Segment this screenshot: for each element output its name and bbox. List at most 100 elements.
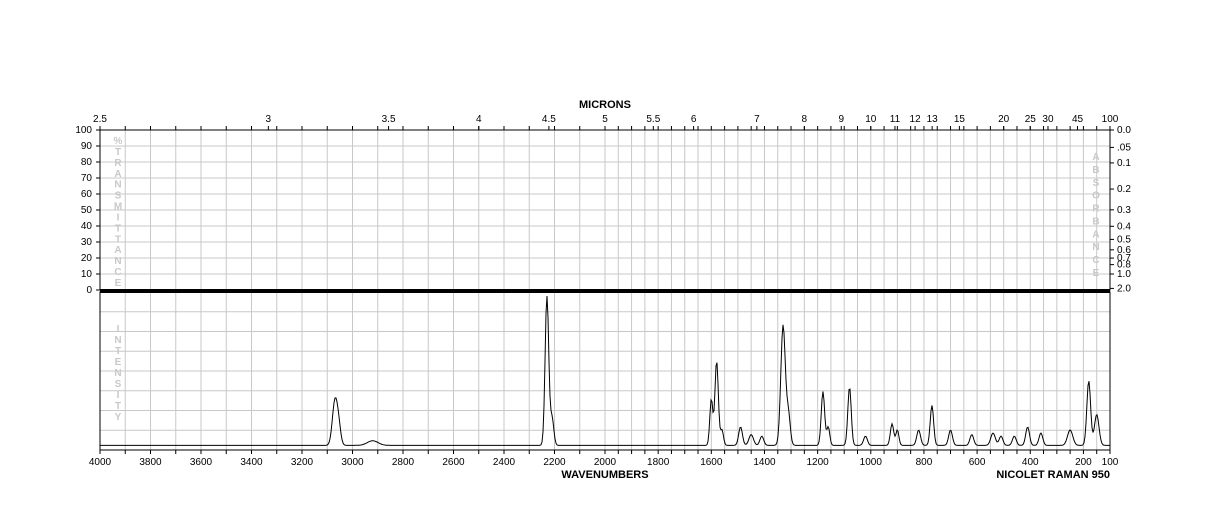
ytick-right: 0.5 xyxy=(1117,234,1131,245)
axis-label-letter: B xyxy=(1092,216,1099,227)
axis-label-letter: T xyxy=(115,147,121,158)
bottom-tick: 100 xyxy=(1102,457,1119,468)
bottom-tick: 3000 xyxy=(341,457,364,468)
ytick-left: 70 xyxy=(81,173,93,184)
bottom-tick: 2600 xyxy=(442,457,465,468)
axis-label-letter: I xyxy=(117,390,120,401)
top-tick: 100 xyxy=(1102,114,1119,125)
axis-label-letter: C xyxy=(114,267,121,278)
axis-label-letter: C xyxy=(1092,255,1099,266)
top-tick: 5.5 xyxy=(646,114,660,125)
axis-label-letter: A xyxy=(1092,152,1099,163)
axis-label-letter: S xyxy=(115,379,122,390)
ytick-left: 80 xyxy=(81,157,93,168)
top-tick: 5 xyxy=(602,114,608,125)
top-tick: 10 xyxy=(865,114,877,125)
axis-label-letter: R xyxy=(1092,204,1100,215)
top-tick: 4.5 xyxy=(542,114,556,125)
axis-label-letter: M xyxy=(114,202,122,213)
axis-label-letter: A xyxy=(114,169,121,180)
axis-label-letter: T xyxy=(115,401,121,412)
axis-label-letter: N xyxy=(1092,242,1099,253)
top-tick: 3.5 xyxy=(382,114,396,125)
axis-label-letter: I xyxy=(117,324,120,335)
top-tick: 9 xyxy=(838,114,844,125)
axis-label-letter: E xyxy=(115,278,122,289)
axis-label-letter: N xyxy=(114,256,121,267)
ytick-left: 0 xyxy=(86,285,92,296)
spectrum-svg: 01020304050607080901000.0.050.10.20.30.4… xyxy=(0,0,1224,528)
ytick-right: 0.4 xyxy=(1117,221,1131,232)
top-tick: 25 xyxy=(1025,114,1037,125)
axis-label-letter: % xyxy=(114,136,123,147)
ytick-left: 20 xyxy=(81,253,93,264)
bottom-tick: 4000 xyxy=(89,457,112,468)
top-tick: 13 xyxy=(927,114,939,125)
top-axis-title: MICRONS xyxy=(579,99,631,111)
ytick-left: 40 xyxy=(81,221,93,232)
bottom-tick: 400 xyxy=(1022,457,1039,468)
bottom-axis-title: WAVENUMBERS xyxy=(561,469,648,481)
axis-label-letter: T xyxy=(115,346,121,357)
axis-label-letter: N xyxy=(114,335,121,346)
bottom-tick: 1000 xyxy=(860,457,883,468)
spectrum-figure: 01020304050607080901000.0.050.10.20.30.4… xyxy=(0,0,1224,528)
bottom-tick: 200 xyxy=(1075,457,1092,468)
top-tick: 45 xyxy=(1072,114,1084,125)
bottom-tick: 2200 xyxy=(543,457,566,468)
bottom-tick: 1800 xyxy=(647,457,670,468)
top-tick: 4 xyxy=(476,114,482,125)
top-tick: 6 xyxy=(691,114,697,125)
bottom-tick: 3400 xyxy=(240,457,263,468)
bottom-tick: 800 xyxy=(916,457,933,468)
axis-label-letter: E xyxy=(1093,268,1100,279)
ytick-right: 2.0 xyxy=(1117,283,1131,294)
ytick-left: 60 xyxy=(81,189,93,200)
axis-label-letter: N xyxy=(114,368,121,379)
bottom-tick: 1200 xyxy=(807,457,830,468)
ytick-right: 0.0 xyxy=(1117,125,1131,136)
top-tick: 30 xyxy=(1042,114,1054,125)
top-tick: 15 xyxy=(954,114,966,125)
bottom-tick: 2400 xyxy=(493,457,516,468)
ytick-right: 0.2 xyxy=(1117,184,1131,195)
axis-label-letter: T xyxy=(115,223,121,234)
bottom-tick: 3800 xyxy=(139,457,162,468)
axis-label-letter: Y xyxy=(115,412,122,423)
ytick-right: .05 xyxy=(1117,142,1131,153)
axis-label-letter: O xyxy=(1092,191,1100,202)
axis-label-letter: T xyxy=(115,234,121,245)
axis-label-letter: E xyxy=(115,357,122,368)
ytick-left: 90 xyxy=(81,141,93,152)
ytick-right: 1.0 xyxy=(1117,269,1131,280)
bottom-tick: 1400 xyxy=(753,457,776,468)
axis-label-letter: B xyxy=(1092,165,1099,176)
ytick-left: 30 xyxy=(81,237,93,248)
top-tick: 7 xyxy=(754,114,760,125)
instrument-label: NICOLET RAMAN 950 xyxy=(996,469,1110,481)
top-tick: 20 xyxy=(998,114,1010,125)
ytick-left: 50 xyxy=(81,205,93,216)
bottom-tick: 3200 xyxy=(291,457,314,468)
axis-label-letter: A xyxy=(1092,229,1099,240)
axis-label-letter: I xyxy=(117,212,120,223)
ytick-right: 0.1 xyxy=(1117,158,1131,169)
axis-label-letter: S xyxy=(115,191,122,202)
ytick-left: 100 xyxy=(75,125,92,136)
bottom-tick: 2000 xyxy=(594,457,617,468)
ytick-right: 0.3 xyxy=(1117,205,1131,216)
top-tick: 8 xyxy=(802,114,808,125)
top-tick: 12 xyxy=(910,114,922,125)
ytick-left: 10 xyxy=(81,269,93,280)
bottom-tick: 3600 xyxy=(190,457,213,468)
bottom-tick: 1600 xyxy=(700,457,723,468)
axis-label-letter: S xyxy=(1093,178,1100,189)
axis-label-letter: A xyxy=(114,245,121,256)
axis-label-letter: R xyxy=(114,158,122,169)
top-tick: 11 xyxy=(890,114,901,125)
bottom-tick: 600 xyxy=(969,457,986,468)
top-tick: 3 xyxy=(266,114,272,125)
top-tick: 2.5 xyxy=(93,114,107,125)
axis-label-letter: N xyxy=(114,180,121,191)
bottom-tick: 2800 xyxy=(392,457,415,468)
